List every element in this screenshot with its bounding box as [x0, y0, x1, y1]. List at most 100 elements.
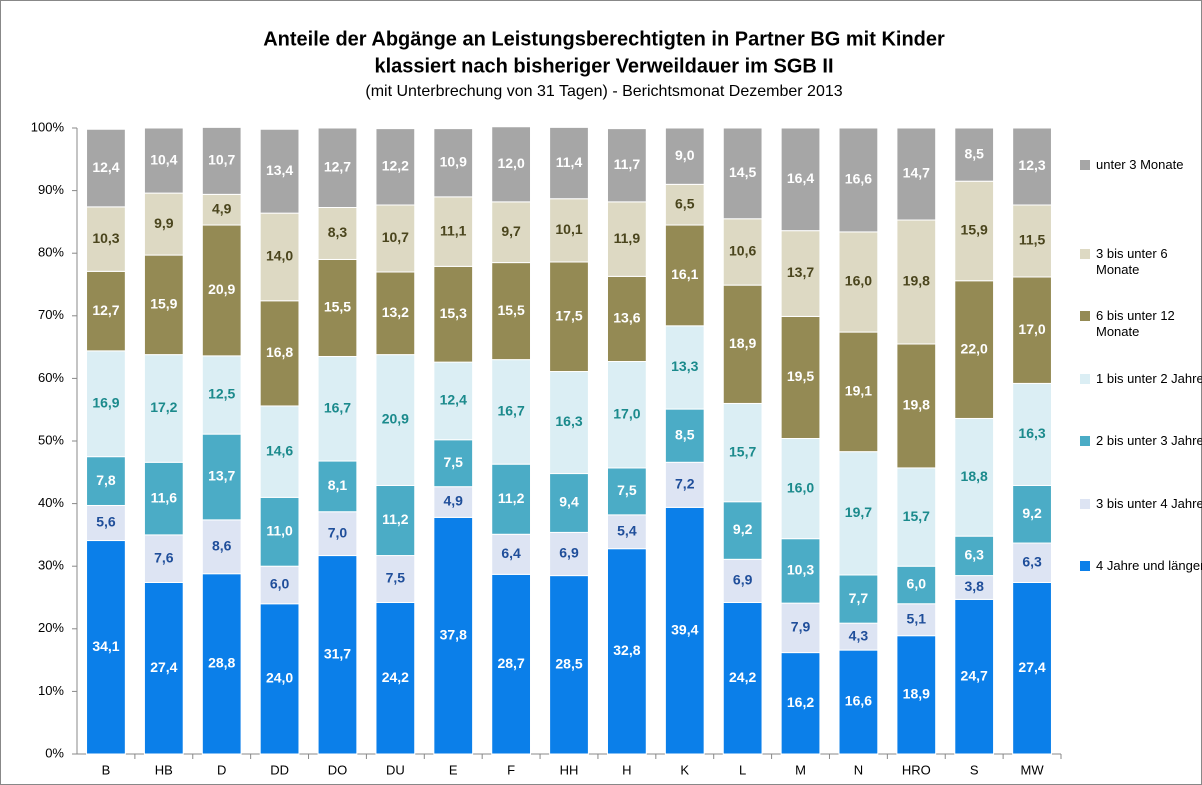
data-label: 11,6 [151, 489, 178, 505]
legend-swatch [1080, 499, 1090, 509]
data-label: 9,7 [501, 223, 521, 239]
data-label: 7,6 [154, 549, 174, 565]
data-label: 12,5 [208, 386, 235, 402]
bar-segment [722, 218, 763, 286]
x-tick-label: DO [328, 762, 348, 777]
bar-segment [954, 535, 995, 577]
x-tick-label: L [739, 762, 746, 777]
bar-segment [954, 280, 995, 419]
bar-segment [375, 271, 416, 356]
data-label: 11,1 [440, 222, 467, 238]
bar-segment [375, 602, 416, 755]
data-label: 11,9 [614, 230, 641, 246]
bar-segment [780, 602, 821, 654]
data-label: 5,6 [96, 514, 116, 530]
chart-note: (mit Unterbrechung von 31 Tagen) - Beric… [365, 83, 842, 100]
data-label: 8,5 [675, 426, 695, 442]
data-label: 15,7 [903, 508, 930, 524]
bar-segment [201, 355, 242, 435]
bar-segment [491, 463, 532, 535]
data-label: 8,5 [964, 145, 984, 161]
y-tick-label: 50% [38, 432, 64, 447]
bar-segment [201, 573, 242, 755]
bar-segment [317, 127, 358, 209]
data-label: 32,8 [613, 642, 640, 658]
data-label: 34,1 [92, 638, 119, 654]
data-label: 12,2 [382, 158, 409, 174]
bar-segment [86, 504, 126, 542]
data-label: 17,0 [1018, 321, 1045, 337]
data-label: 13,2 [382, 304, 409, 320]
legend-swatch [1080, 436, 1090, 446]
legend-label: 1 bis unter 2 Jahre [1096, 371, 1202, 386]
bar-segment [838, 331, 879, 453]
bar-segment [838, 231, 879, 333]
data-label: 17,2 [150, 399, 177, 415]
bar-segment [143, 581, 184, 755]
legend-label: 2 bis unter 3 Jahre [1096, 433, 1202, 448]
bar-segment [375, 204, 416, 273]
data-label: 6,3 [964, 547, 984, 563]
data-label: 6,9 [733, 572, 753, 588]
bar-segment [838, 622, 879, 651]
data-label: 11,7 [614, 156, 641, 172]
data-label: 16,0 [787, 479, 814, 495]
data-label: 11,0 [266, 522, 293, 538]
bar-segment [143, 461, 184, 536]
data-label: 16,4 [787, 170, 814, 186]
bar-segment [606, 201, 647, 277]
x-tick-label: D [217, 762, 226, 777]
bar-segment [780, 538, 821, 604]
data-label: 6,9 [559, 545, 579, 561]
data-label: 13,7 [208, 468, 235, 484]
data-label: 19,7 [845, 504, 872, 520]
data-label: 12,3 [1018, 157, 1045, 173]
data-label: 12,4 [440, 392, 467, 408]
y-tick-label: 0% [45, 745, 64, 760]
bar-segment [1012, 484, 1052, 544]
legend-label: 3 bis unter 4 Jahre [1096, 496, 1202, 511]
bar-segment [317, 511, 358, 557]
x-tick-label: MW [1021, 762, 1045, 777]
data-label: 8,1 [328, 477, 348, 493]
data-label: 14,5 [729, 164, 756, 180]
data-label: 5,4 [617, 522, 637, 538]
bar-segment [722, 402, 763, 503]
bar-segment [491, 126, 532, 203]
data-label: 15,7 [729, 443, 756, 459]
data-label: 15,5 [497, 302, 524, 318]
data-label: 16,7 [497, 403, 524, 419]
y-tick-label: 100% [31, 119, 65, 134]
legend-label: 4 Jahre und länger [1096, 558, 1202, 573]
bar-segment [143, 354, 184, 463]
bar-segment [86, 128, 126, 208]
bar-segment [722, 558, 763, 604]
x-tick-label: H [622, 762, 631, 777]
bar-segment [259, 496, 300, 567]
bar-segment [549, 126, 589, 200]
bar-segment [549, 198, 589, 263]
data-label: 11,5 [1019, 232, 1046, 248]
bar-segment [664, 408, 705, 463]
data-label: 14,7 [903, 165, 930, 181]
x-tick-label: DU [386, 762, 405, 777]
data-label: 13,4 [266, 162, 293, 178]
data-label: 10,7 [208, 152, 235, 168]
bar-segment [896, 565, 937, 605]
bar-segment [664, 325, 705, 410]
bar-segment [433, 128, 474, 198]
data-label: 16,2 [787, 694, 814, 710]
bar-segment [201, 126, 242, 195]
bar-segment [375, 555, 416, 604]
data-label: 11,2 [498, 490, 525, 506]
data-label: 6,0 [907, 576, 927, 592]
bar-segment [606, 128, 647, 203]
data-label: 15,9 [150, 296, 177, 312]
bar-segment [1012, 127, 1052, 206]
data-label: 17,0 [613, 405, 640, 421]
data-label: 27,4 [150, 659, 177, 675]
data-label: 15,9 [961, 222, 988, 238]
data-label: 16,6 [845, 693, 872, 709]
data-label: 4,9 [444, 493, 464, 509]
bar-segment [549, 531, 589, 577]
